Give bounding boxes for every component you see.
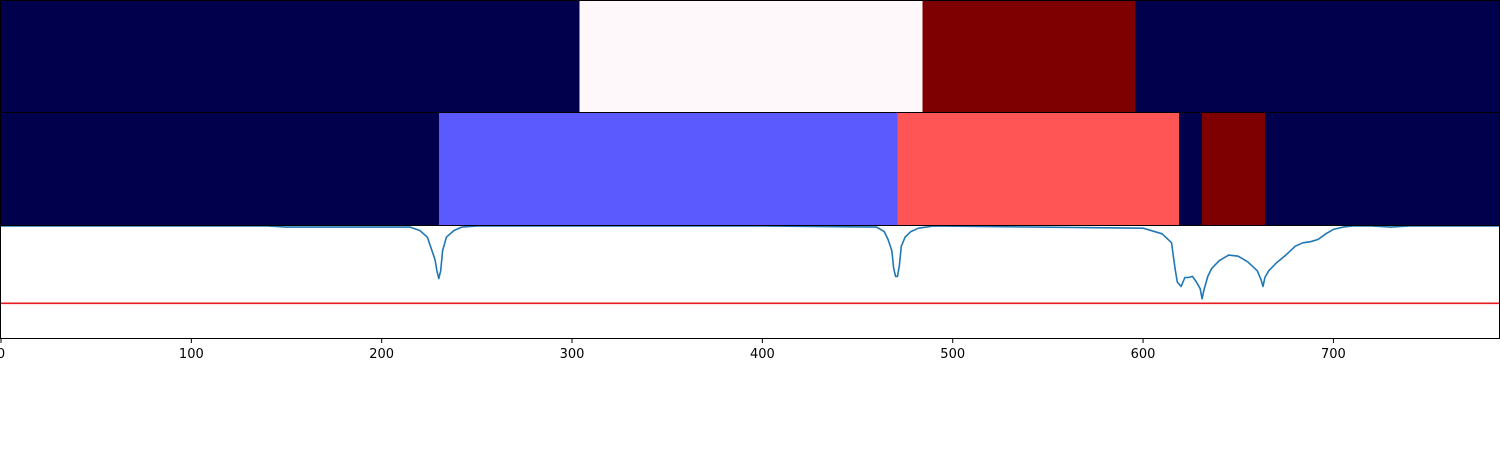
x-axis: 0 100 200 300 400 500 600 700 xyxy=(0,338,1346,362)
heatmap-cell-1-2 xyxy=(579,1,923,113)
line-panel xyxy=(0,225,1500,339)
x-tick-label: 400 xyxy=(750,347,775,362)
heatmap-cell-1-4 xyxy=(1135,1,1499,113)
heatmap-cell-2-5 xyxy=(1202,113,1265,225)
heatmap-cell-2-3 xyxy=(897,113,1180,225)
heatmap-row-2 xyxy=(0,112,1500,226)
heatmap-rows xyxy=(0,0,1500,226)
x-tick-label: 500 xyxy=(940,347,965,362)
heatmap-cell-2-6 xyxy=(1264,113,1499,225)
x-tick-label: 100 xyxy=(179,347,204,362)
x-tick-label: 0 xyxy=(0,347,5,362)
heatmap-cell-2-2 xyxy=(438,113,898,225)
heatmap-cell-2-4 xyxy=(1179,113,1203,225)
x-tick-label: 300 xyxy=(560,347,585,362)
x-tick-label: 600 xyxy=(1131,347,1156,362)
heatmap-cell-1-3 xyxy=(922,1,1136,113)
heatmap-cell-2-1 xyxy=(1,113,439,225)
x-tick-label: 200 xyxy=(369,347,394,362)
series-line xyxy=(1,225,1499,300)
heatmap-cell-1-1 xyxy=(1,1,580,113)
line-panel-frame xyxy=(0,225,1500,339)
x-tick-label: 700 xyxy=(1321,347,1346,362)
heatmap-row-1 xyxy=(0,0,1500,114)
